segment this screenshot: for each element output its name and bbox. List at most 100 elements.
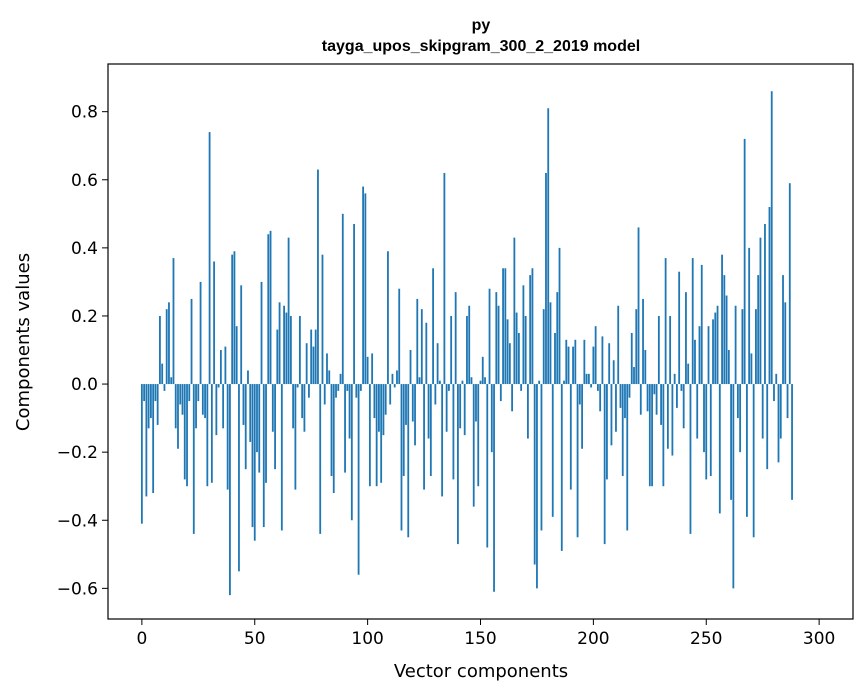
bar: [269, 230, 272, 385]
bar: [143, 384, 146, 402]
bar: [782, 275, 784, 385]
bar: [766, 384, 769, 470]
bar: [517, 332, 520, 385]
bar: [646, 384, 649, 412]
bar: [457, 384, 459, 545]
bar: [305, 343, 308, 385]
bar: [777, 384, 780, 463]
plot-frame: [107, 63, 854, 620]
bar: [572, 346, 574, 385]
bar: [691, 258, 694, 385]
bar: [694, 339, 696, 385]
bar: [558, 247, 561, 385]
bar: [278, 302, 281, 385]
bar: [709, 384, 712, 476]
bar: [653, 384, 656, 395]
bar: [346, 384, 349, 391]
bar: [540, 384, 543, 531]
bar: [265, 384, 267, 483]
bar: [204, 384, 206, 419]
bar: [238, 384, 240, 572]
bar: [707, 326, 710, 385]
bar: [256, 384, 258, 453]
bar: [761, 384, 764, 439]
bar: [296, 384, 299, 388]
bar: [443, 172, 446, 385]
bar: [524, 315, 527, 385]
bar: [298, 315, 301, 385]
bar: [197, 384, 200, 402]
bar: [359, 384, 362, 391]
bar: [750, 353, 753, 385]
bar: [703, 384, 705, 453]
bar: [475, 384, 477, 422]
bar: [253, 384, 256, 541]
bar: [373, 384, 376, 419]
bar: [165, 309, 168, 385]
bar: [186, 384, 188, 487]
bar: [502, 268, 504, 385]
bar: [179, 384, 182, 405]
bar: [353, 224, 355, 385]
bar: [140, 384, 143, 524]
bar: [685, 292, 687, 385]
bar: [664, 258, 667, 385]
bar: [669, 315, 672, 385]
bar: [612, 360, 615, 385]
bar: [563, 380, 565, 385]
y-tick-label: −0.6: [57, 579, 98, 599]
bar: [407, 384, 410, 538]
bar: [610, 384, 613, 446]
bar: [409, 350, 412, 385]
bar: [332, 384, 335, 494]
bar: [606, 384, 608, 480]
x-tick-label: 200: [577, 629, 609, 649]
bar: [520, 384, 523, 391]
bar: [779, 384, 782, 439]
bar: [183, 384, 186, 480]
bar: [499, 384, 502, 402]
bar: [533, 384, 536, 565]
bar: [773, 384, 775, 402]
bar: [587, 373, 590, 385]
bar: [484, 377, 486, 385]
bar: [271, 384, 274, 432]
bar: [425, 322, 428, 385]
bar: [725, 295, 728, 385]
bar: [174, 384, 177, 429]
bar: [673, 373, 676, 385]
bar: [639, 384, 642, 415]
bar: [630, 332, 633, 385]
bar: [163, 384, 166, 391]
bar: [511, 384, 514, 412]
x-tick-label: 100: [351, 629, 383, 649]
bar: [479, 380, 482, 385]
bar: [718, 384, 721, 514]
bar: [689, 384, 692, 534]
bar: [260, 281, 263, 385]
bar: [192, 384, 195, 534]
bar: [348, 384, 351, 439]
bar: [676, 384, 678, 408]
bar: [423, 384, 425, 490]
bar: [515, 312, 518, 385]
bar: [508, 343, 511, 385]
bar: [666, 384, 669, 449]
bar: [258, 384, 261, 473]
bar: [687, 363, 690, 385]
bar: [215, 384, 218, 436]
bar: [565, 339, 568, 385]
bar: [411, 384, 414, 422]
bar: [400, 384, 403, 531]
bar: [195, 384, 197, 429]
bar: [387, 251, 389, 385]
bar: [775, 373, 778, 385]
bar: [229, 384, 231, 596]
bar: [292, 384, 295, 429]
bar: [393, 384, 396, 388]
bars-group: [140, 91, 793, 596]
bar: [497, 305, 500, 385]
bar: [592, 346, 595, 385]
bar: [432, 268, 434, 385]
